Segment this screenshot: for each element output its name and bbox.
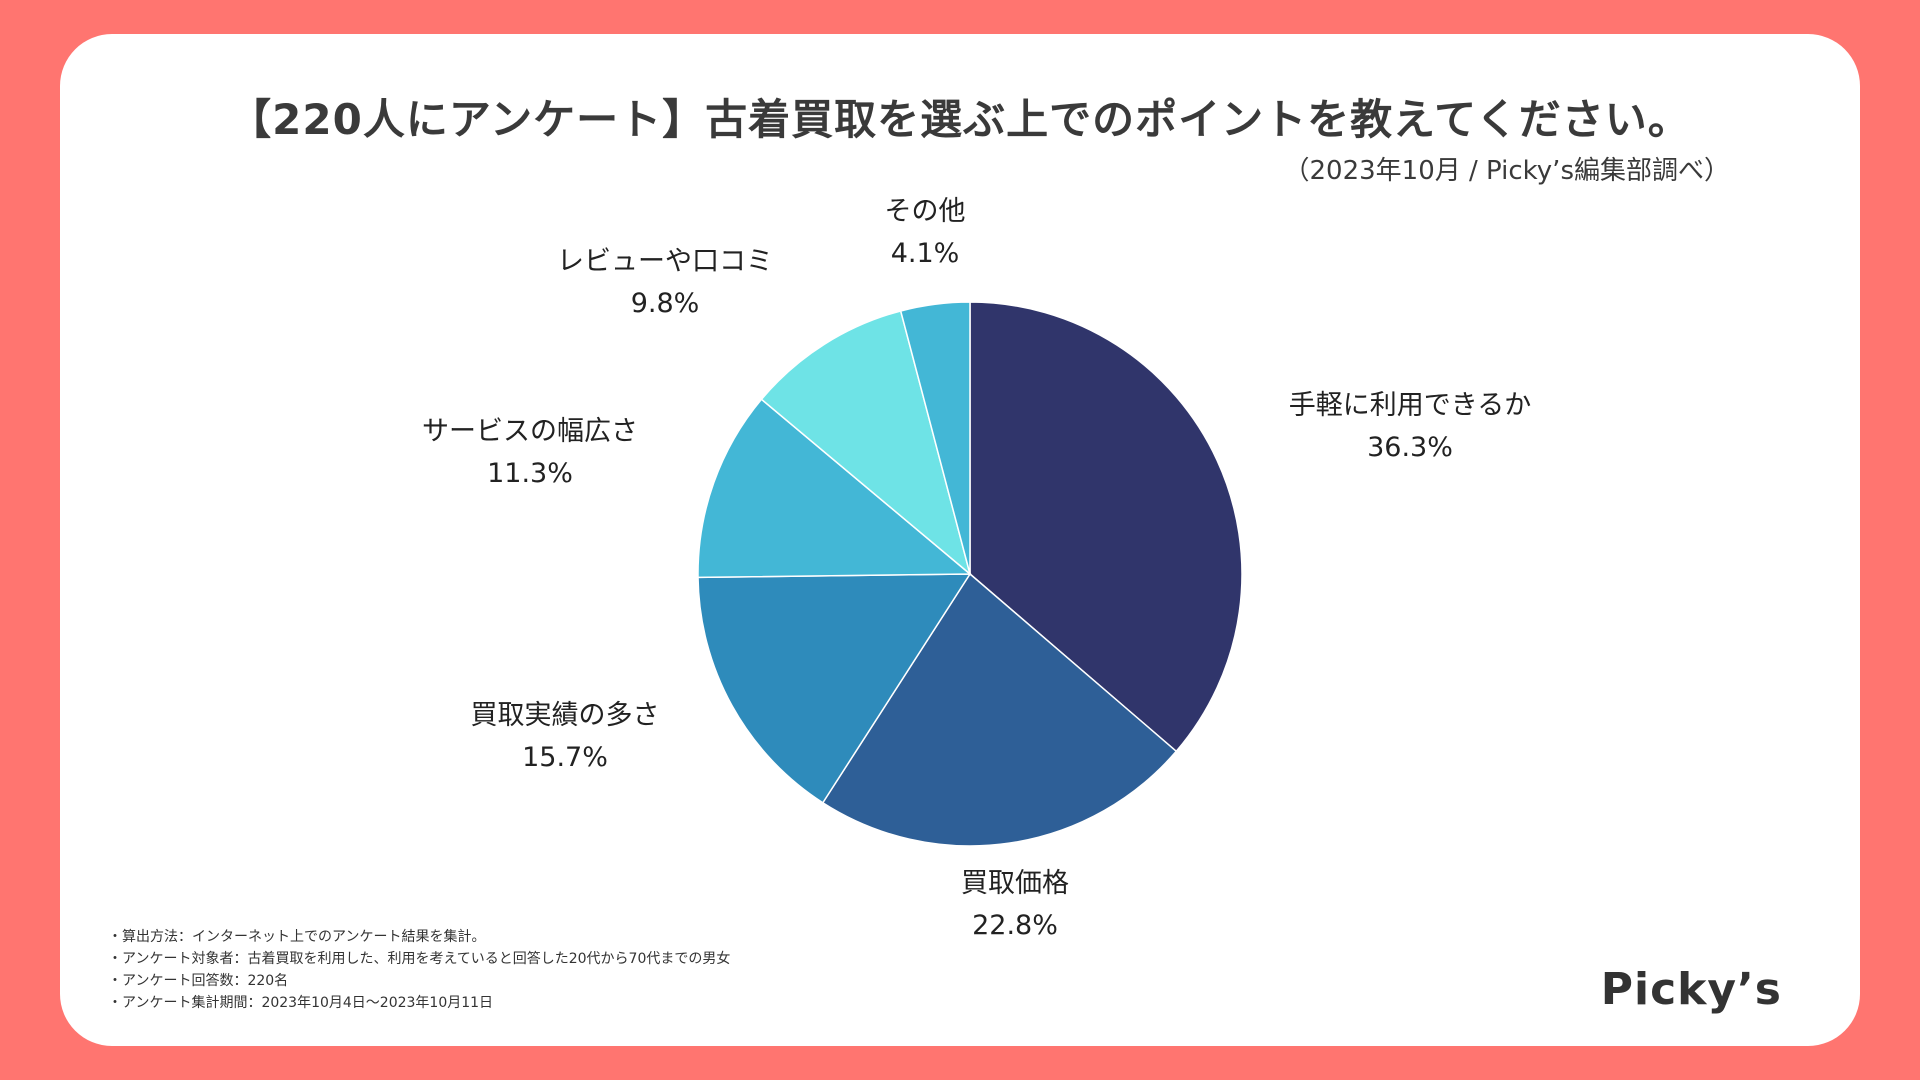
brand-logo: Picky’s <box>1600 964 1782 1015</box>
pie-slice-4 <box>697 398 973 579</box>
chart-subtitle: （2023年10月 / Picky’s編集部調べ） <box>1283 156 1731 186</box>
chart-title: 【220人にアンケート】古着買取を選ぶ上でのポイントを教えてください。 <box>229 95 1691 144</box>
slice-value-6: 4.1% <box>891 238 960 269</box>
note-target: ・アンケート対象者：古着買取を利用した、利用を考えていると回答した20代から70… <box>108 951 731 967</box>
pie-chart: 手軽に利用できるか 36.3% 買取価格 22.8% 買取実績の多さ 15.7% サービスの… <box>422 196 1531 941</box>
pie-slice-2 <box>821 572 1178 847</box>
slice-value-2: 22.8% <box>972 910 1058 941</box>
slice-value-1: 36.3% <box>1367 432 1453 463</box>
slice-value-5: 9.8% <box>631 288 700 319</box>
slice-label-6: その他 <box>885 196 966 227</box>
pie-slice-6 <box>899 301 971 575</box>
slice-value-4: 11.3% <box>487 458 573 489</box>
slice-label-5: レビューや口コミ <box>557 246 773 277</box>
slice-value-3: 15.7% <box>522 742 608 773</box>
slice-label-1: 手軽に利用できるか <box>1289 390 1531 421</box>
survey-notes: ・算出方法：インターネット上でのアンケート結果を集計。 ・アンケート対象者：古着… <box>108 926 730 1014</box>
slice-label-2: 買取価格 <box>961 868 1069 899</box>
slice-label-4: サービスの幅広さ <box>422 416 638 447</box>
slice-label-3: 買取実績の多さ <box>471 700 660 731</box>
note-period: ・アンケート集計期間：2023年10月4日〜2023年10月11日 <box>108 995 494 1011</box>
note-method: ・算出方法：インターネット上でのアンケート結果を集計。 <box>108 929 486 945</box>
note-count: ・アンケート回答数：220名 <box>108 973 289 989</box>
pie-slice-3 <box>697 573 972 804</box>
pie-slice-1 <box>969 301 1243 753</box>
chart-card: 【220人にアンケート】古着買取を選ぶ上でのポイントを教えてください。 （202… <box>60 34 1860 1046</box>
